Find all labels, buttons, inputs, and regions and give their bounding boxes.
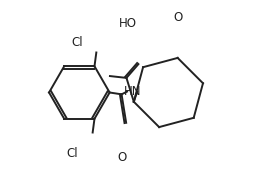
Text: HO: HO <box>119 17 137 30</box>
Text: O: O <box>118 151 127 164</box>
Text: HN: HN <box>124 85 141 98</box>
Text: Cl: Cl <box>66 147 78 160</box>
Text: Cl: Cl <box>72 36 83 48</box>
Text: O: O <box>174 11 183 24</box>
